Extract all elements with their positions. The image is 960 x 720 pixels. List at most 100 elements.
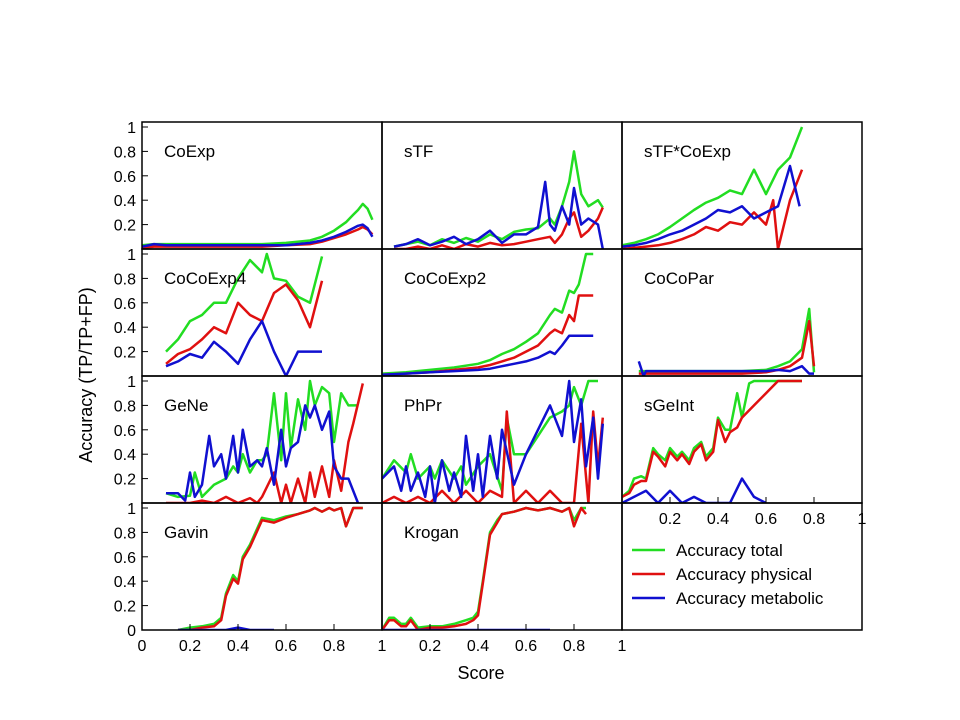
panel-series-group — [177, 506, 363, 630]
series-line-accuracy-metabolic — [166, 404, 360, 503]
x-tick-label: 0.2 — [419, 638, 441, 655]
legend-label-physical: Accuracy physical — [676, 565, 812, 584]
series-line-accuracy-metabolic — [165, 319, 322, 376]
panel-series-group — [637, 307, 816, 376]
y-tick-label: 0.2 — [114, 218, 136, 235]
panel-title: CoCoPar — [644, 269, 714, 288]
series-line-accuracy-metabolic — [637, 361, 814, 376]
x-tick-label: 0.8 — [323, 638, 345, 655]
series-line-accuracy-metabolic — [622, 164, 801, 248]
series-line-accuracy-metabolic — [622, 477, 767, 503]
y-axis-label: Accuracy (TP/TP+FP) — [76, 287, 96, 463]
series-line-accuracy-metabolic — [382, 379, 605, 503]
panel-cocoexp2: CoCoExp2 — [381, 248, 623, 377]
panel-title: PhPr — [404, 396, 442, 415]
series-line-accuracy-total — [165, 252, 324, 353]
series-line-accuracy-total — [382, 379, 598, 493]
y-tick-label: 0.6 — [114, 296, 136, 313]
x-tick-label: 1 — [618, 638, 627, 655]
x-tick-label: 0.4 — [227, 638, 249, 655]
series-line-accuracy-metabolic — [142, 223, 374, 248]
y-tick-label: 0.2 — [114, 345, 136, 362]
series-line-accuracy-total — [165, 379, 358, 499]
y-tick-label: 0.2 — [114, 599, 136, 616]
series-line-accuracy-total — [142, 202, 374, 247]
series-line-accuracy-physical — [165, 280, 324, 365]
series-line-accuracy-physical — [382, 506, 587, 630]
panel-series-group — [382, 252, 594, 376]
series-line-accuracy-total — [638, 307, 816, 373]
panel-title: CoCoExp2 — [404, 269, 486, 288]
y-tick-label: 0.2 — [114, 472, 136, 489]
y-tick-label: 0 — [127, 623, 136, 640]
panel-series-group — [142, 202, 374, 249]
y-tick-label: 0.8 — [114, 398, 136, 415]
panel-stf: sTF — [381, 121, 623, 250]
legend-label-metabolic: Accuracy metabolic — [676, 589, 824, 608]
series-line-accuracy-physical — [622, 169, 804, 249]
x-tick-label: 0.2 — [179, 638, 201, 655]
y-tick-label: 0.4 — [114, 574, 136, 591]
panel-series-group — [622, 379, 802, 503]
x-tick-label: 0.6 — [275, 638, 297, 655]
panel-title: Krogan — [404, 523, 459, 542]
legend-label-total: Accuracy total — [676, 541, 783, 560]
x-tick-label: 0.8 — [803, 511, 825, 528]
panel-phpr: PhPr — [381, 375, 623, 504]
x-tick-label: 0.4 — [467, 638, 489, 655]
panel-title: sTF*CoExp — [644, 142, 731, 161]
series-line-accuracy-metabolic — [382, 334, 594, 376]
y-tick-label: 0.6 — [114, 423, 136, 440]
legend-panel-frame — [621, 502, 863, 631]
panel-title: Gavin — [164, 523, 208, 542]
x-tick-label: 1 — [378, 638, 387, 655]
panel-krogan: Krogan 0.2 0.4 0.6 0.8 1 — [381, 502, 627, 655]
x-tick-label: 0.4 — [707, 511, 729, 528]
y-tick-label: 0.6 — [114, 169, 136, 186]
series-line-accuracy-physical — [622, 379, 802, 499]
y-tick-label: 0.4 — [114, 320, 136, 337]
panel-title: sTF — [404, 142, 433, 161]
series-line-accuracy-metabolic — [393, 180, 605, 249]
panel-title: CoCoExp4 — [164, 269, 246, 288]
y-tick-label: 1 — [127, 374, 136, 391]
y-tick-label: 0.4 — [114, 447, 136, 464]
panel-coexp: CoExp 0.2 0.4 0.6 0.8 1 — [114, 120, 383, 250]
panel-series-group — [382, 506, 587, 630]
panel-cocoexp4: CoCoExp4 0.2 0.4 0.6 0.8 1 — [114, 247, 383, 377]
y-tick-label: 1 — [127, 501, 136, 518]
panel-stf-coexp: sTF*CoExp — [621, 121, 863, 250]
y-tick-label: 0.4 — [114, 193, 136, 210]
panel-title: sGeInt — [644, 396, 694, 415]
y-tick-label: 1 — [127, 247, 136, 264]
y-tick-label: 0.6 — [114, 550, 136, 567]
y-tick-label: 0.8 — [114, 525, 136, 542]
panel-title: CoExp — [164, 142, 215, 161]
panels-group: CoExp 0.2 0.4 0.6 0.8 1 sTF sTF*CoExp CoCoExp4 0.… — [114, 120, 867, 655]
panel-series-group — [382, 379, 605, 503]
series-line-accuracy-physical — [394, 207, 604, 249]
y-tick-label: 1 — [127, 120, 136, 137]
series-line-accuracy-total — [622, 126, 804, 247]
panel-series-group — [165, 252, 324, 376]
x-tick-label: 0 — [138, 638, 147, 655]
panel-cocopar: CoCoPar — [621, 248, 863, 377]
series-line-accuracy-physical — [382, 294, 594, 376]
series-line-accuracy-physical — [638, 319, 816, 375]
x-axis-label: Score — [457, 663, 504, 683]
x-tick-label: 0.6 — [515, 638, 537, 655]
series-line-accuracy-physical — [178, 506, 363, 630]
panel-series-group — [165, 379, 365, 503]
panel-title: GeNe — [164, 396, 208, 415]
series-line-accuracy-total — [382, 252, 594, 375]
x-tick-label: 0.6 — [755, 511, 777, 528]
panel-gene: GeNe 0.2 0.4 0.6 0.8 1 — [114, 374, 383, 504]
panel-series-group — [622, 126, 804, 249]
panel-series-group — [393, 150, 605, 249]
panel-gavin: Gavin 0 0.2 0.4 0.6 0.8 1 0 0.2 0.4 0.6 0.8 1 — [114, 501, 387, 655]
legend: Accuracy total Accuracy physical Accurac… — [632, 541, 824, 608]
y-tick-label: 0.8 — [114, 144, 136, 161]
x-tick-label: 0.2 — [659, 511, 681, 528]
